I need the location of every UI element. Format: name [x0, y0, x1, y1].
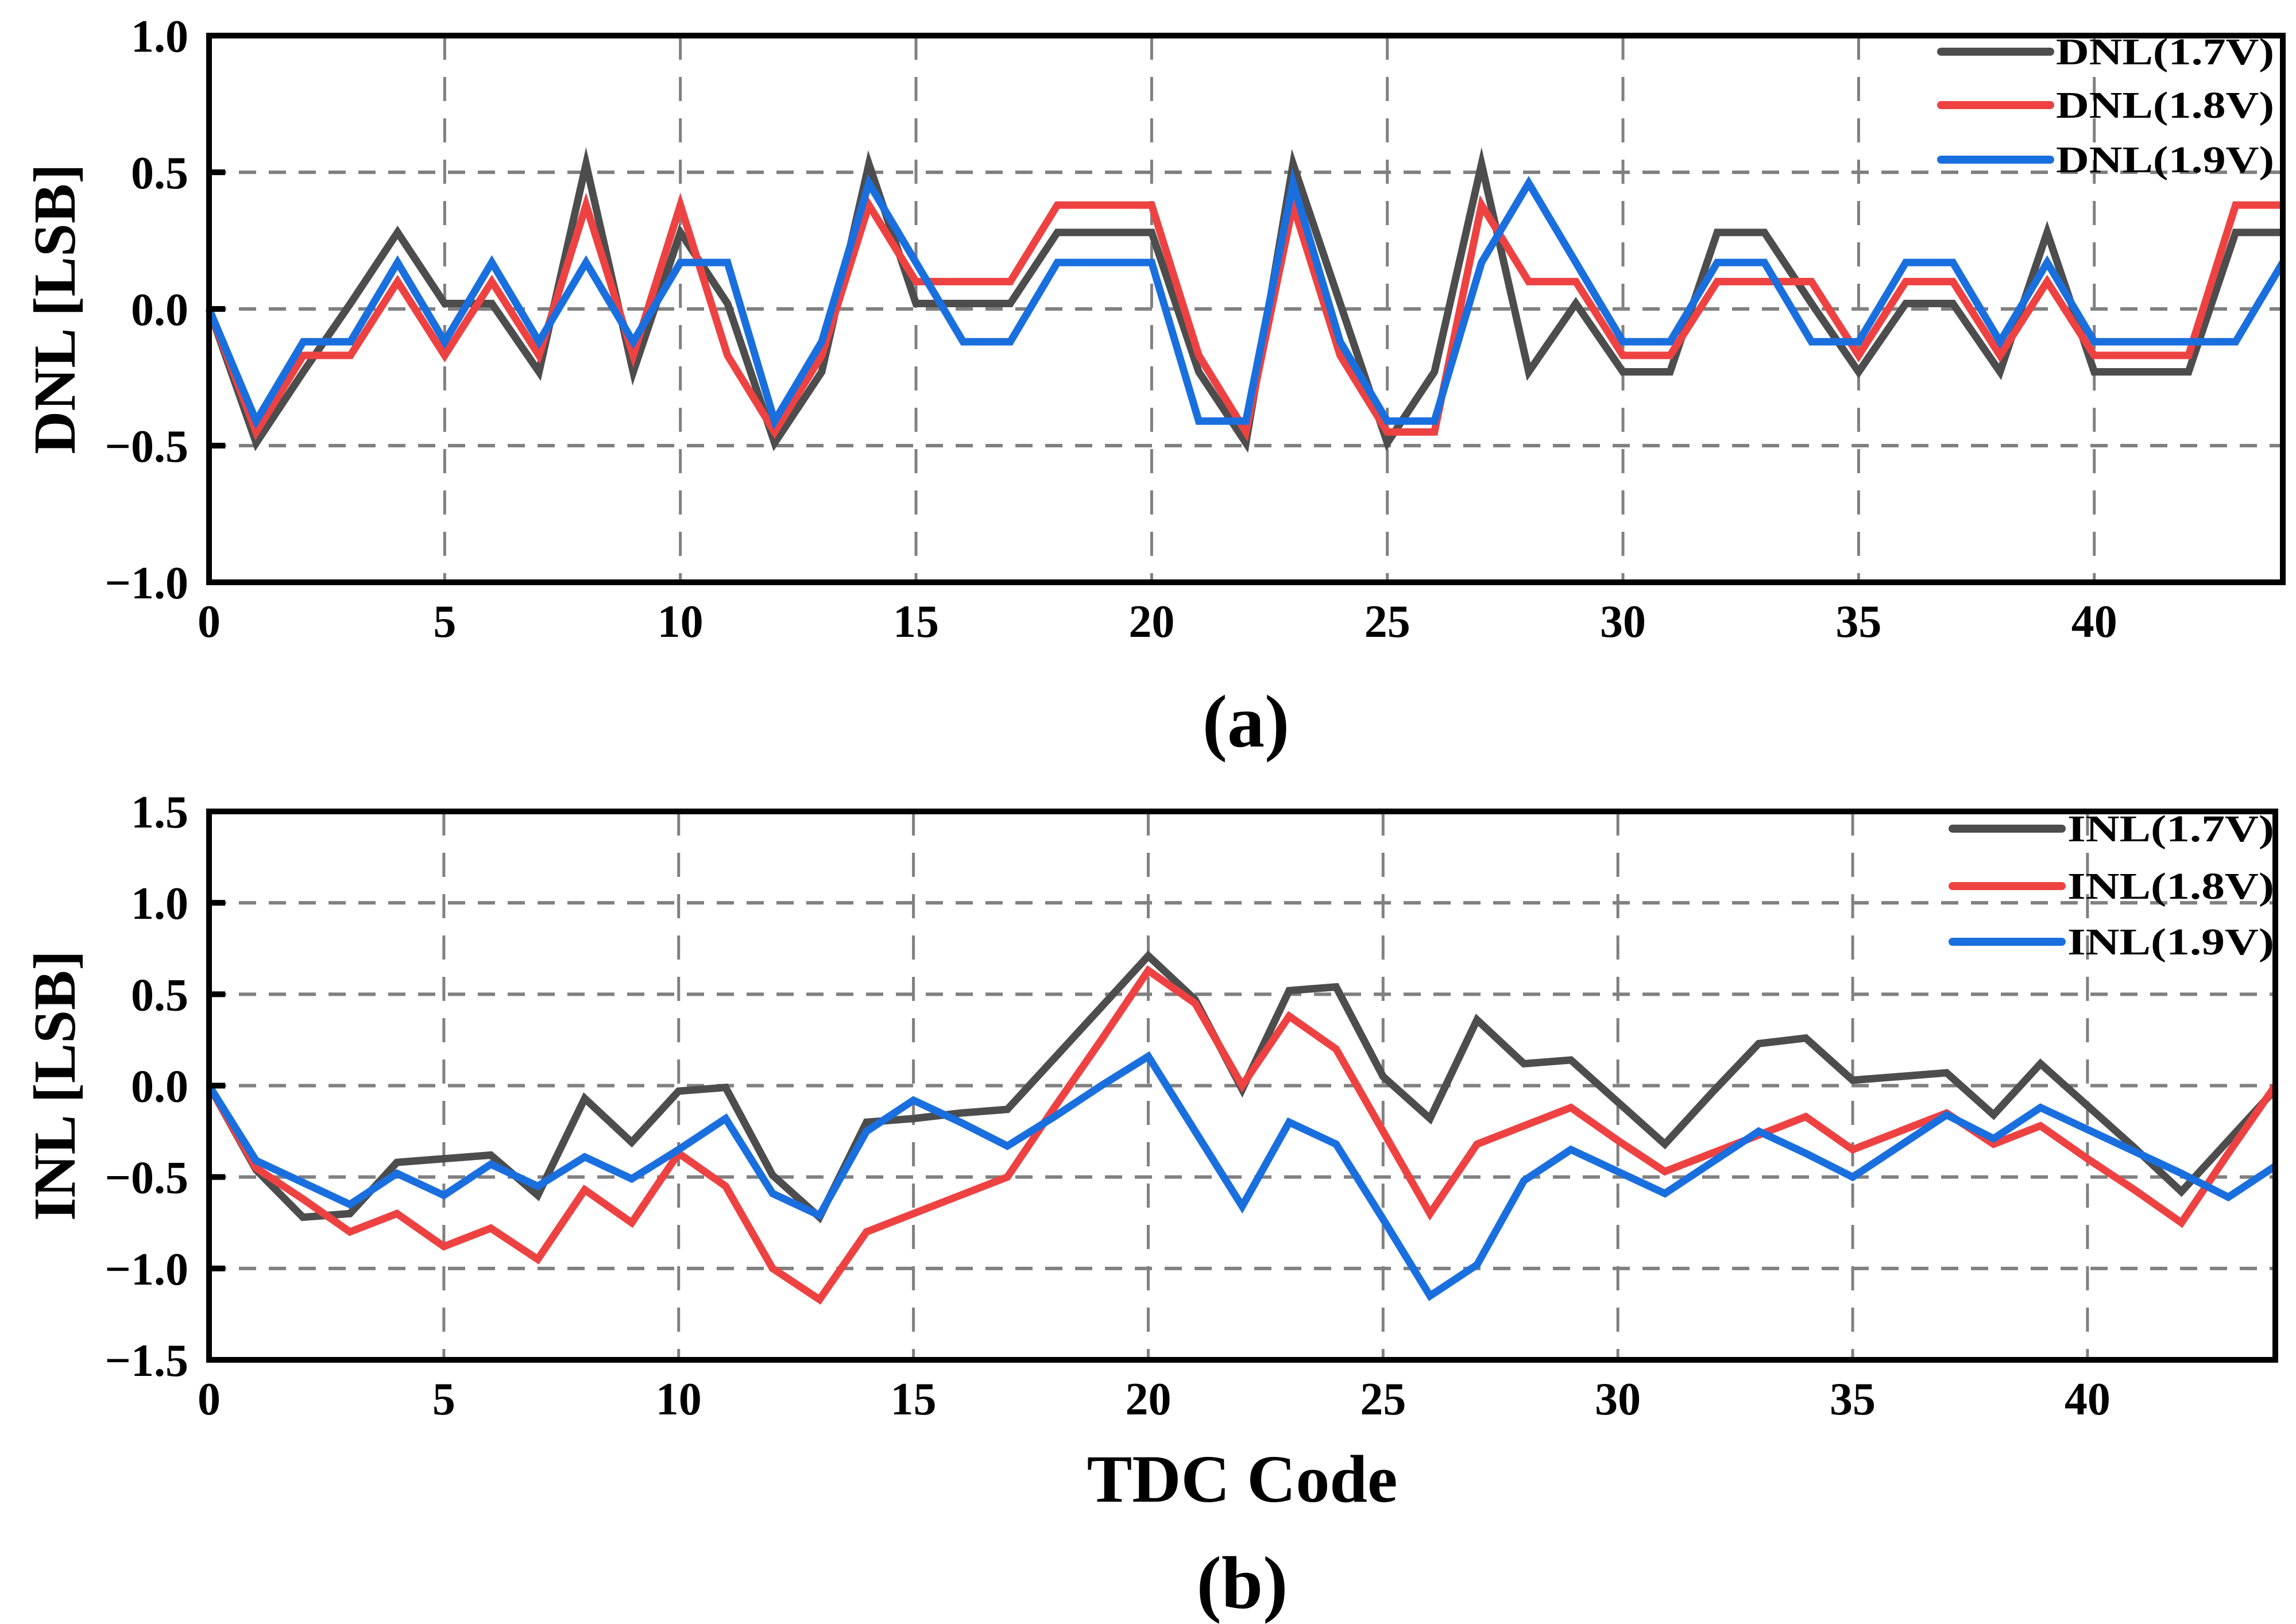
y-axis-label: INL [LSB] [22, 950, 88, 1221]
y-tick-label: 1.0 [131, 879, 188, 929]
y-tick-label: −1.0 [105, 1244, 188, 1295]
chart-panel-a: 1.0 0.5 0.0 −0.5 −1.00 5 10 15 20 25 30 35 40 DNL [LS… [22, 11, 2286, 763]
x-tick-label: 35 [1835, 597, 1881, 647]
x-tick-label: 25 [1365, 597, 1410, 647]
y-tick-label: 0.5 [131, 148, 188, 199]
y-tick-label: 0.0 [131, 285, 188, 335]
x-tick-label: 10 [658, 597, 704, 647]
x-tick-label: 20 [1128, 597, 1174, 647]
x-tick-label: 5 [432, 1374, 455, 1425]
panel-label: (b) [1197, 1542, 1288, 1624]
series-line-inl-1-9v- [206, 1051, 2278, 1301]
panel-label: (a) [1203, 680, 1290, 763]
x-tick-label: 30 [1600, 597, 1646, 647]
x-tick-label: 30 [1595, 1374, 1641, 1425]
x-tick-label: 25 [1360, 1374, 1406, 1425]
series-line-dnl-1-8v- [205, 190, 2283, 442]
legend: INL(1.7V) INL(1.8V) INL(1.9V) [1949, 808, 2274, 963]
x-tick-label: 5 [433, 597, 456, 647]
legend-label: INL(1.8V) [2067, 865, 2274, 907]
x-tick-label: 40 [2071, 597, 2117, 647]
series-line-dnl-1-9v- [206, 167, 2286, 431]
legend-label: INL(1.7V) [2067, 808, 2274, 850]
y-tick-label: −0.5 [105, 1153, 188, 1204]
y-tick-label: 0.0 [131, 1062, 188, 1112]
legend-label: DNL(1.9V) [2056, 139, 2274, 181]
y-tick-label: −0.5 [105, 422, 188, 472]
legend-label: DNL(1.8V) [2056, 84, 2274, 126]
x-tick-label: 0 [198, 597, 221, 647]
y-axis-label: DNL [LSB] [22, 164, 88, 454]
x-tick-label: 40 [2065, 1374, 2111, 1425]
y-tick-label: 0.5 [131, 970, 188, 1020]
y-tick-label: −1.5 [105, 1336, 188, 1386]
legend-label: INL(1.9V) [2067, 921, 2274, 963]
legend-label: DNL(1.7V) [2056, 31, 2274, 73]
y-tick-label: 1.5 [131, 787, 188, 838]
x-tick-label: 15 [893, 597, 939, 647]
x-axis-label: TDC Code [1087, 1441, 1398, 1517]
chart-panel-b: 1.5 1.0 0.5 0.0 −0.5 −1.0 −1.50 5 10 15 20 25 30 35 40… [22, 787, 2279, 1624]
x-tick-label: 15 [891, 1374, 937, 1425]
y-tick-label: −1.0 [105, 558, 188, 609]
legend: DNL(1.7V) DNL(1.8V) DNL(1.9V) [1937, 31, 2274, 181]
series-line-inl-1-8v- [206, 965, 2279, 1305]
x-tick-label: 35 [1830, 1374, 1876, 1425]
y-tick-label: 1.0 [131, 11, 188, 62]
x-tick-label: 10 [656, 1374, 702, 1425]
x-tick-label: 20 [1125, 1374, 1171, 1425]
x-tick-label: 0 [198, 1374, 221, 1425]
